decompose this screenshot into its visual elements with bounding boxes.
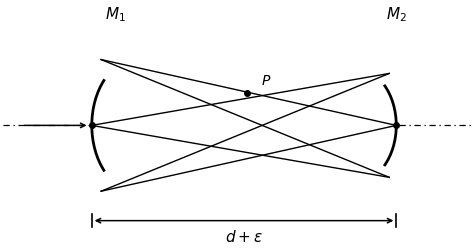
Text: $M_1$: $M_1$ [105,5,126,24]
Text: $M_2$: $M_2$ [386,5,407,24]
Text: $P$: $P$ [261,74,272,88]
Text: $d + \varepsilon$: $d + \varepsilon$ [225,229,263,245]
